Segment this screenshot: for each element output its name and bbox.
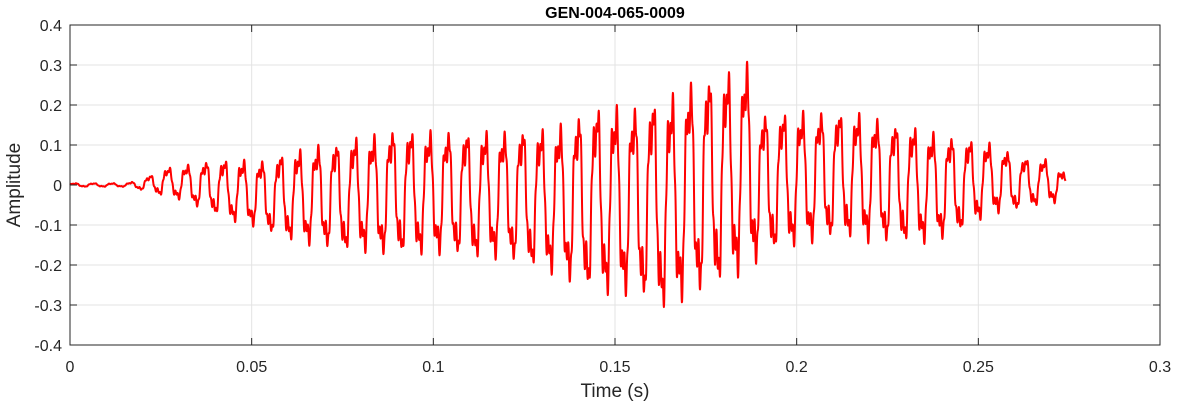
y-tick-label: 0.3 bbox=[40, 58, 62, 75]
y-tick-label: 0.1 bbox=[40, 138, 62, 155]
y-tick-label: -0.1 bbox=[34, 218, 62, 235]
y-tick-label: 0 bbox=[53, 178, 62, 195]
y-tick-label: 0.4 bbox=[40, 18, 62, 35]
x-tick-label: 0.2 bbox=[786, 359, 808, 376]
series-layer bbox=[69, 60, 1067, 309]
x-tick-label: 0.3 bbox=[1149, 359, 1171, 376]
x-tick-label: 0.25 bbox=[963, 359, 994, 376]
x-tick-label: 0.1 bbox=[422, 359, 444, 376]
x-tick-labels: 0 0.05 0.1 0.15 0.2 0.25 0.3 bbox=[66, 359, 1172, 376]
x-tick-label: 0.15 bbox=[599, 359, 630, 376]
chart-title: GEN-004-065-0009 bbox=[545, 5, 685, 22]
y-axis-label: Amplitude bbox=[4, 143, 25, 228]
y-tick-label: -0.2 bbox=[34, 258, 62, 275]
y-tick-labels: -0.4 -0.3 -0.2 -0.1 0 0.1 0.2 0.3 0.4 bbox=[34, 18, 62, 355]
y-tick-label: -0.4 bbox=[34, 338, 62, 355]
y-tick-label: -0.3 bbox=[34, 298, 62, 315]
x-tick-label: 0.05 bbox=[236, 359, 267, 376]
waveform-line bbox=[69, 60, 1067, 309]
tick-marks bbox=[69, 24, 1161, 346]
x-axis-label: Time (s) bbox=[581, 381, 650, 402]
x-tick-label: 0 bbox=[66, 359, 75, 376]
y-tick-label: 0.2 bbox=[40, 98, 62, 115]
